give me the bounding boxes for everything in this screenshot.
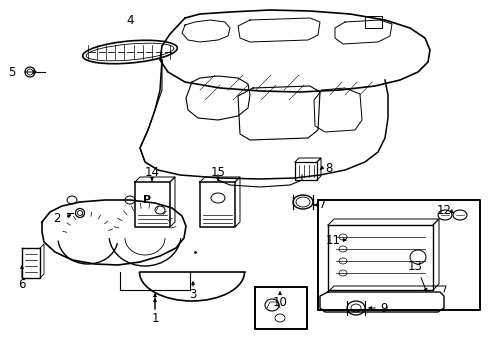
Text: 3: 3 (189, 288, 196, 302)
Text: 12: 12 (436, 203, 450, 216)
Text: 8: 8 (325, 162, 332, 175)
Text: P: P (142, 195, 151, 205)
Text: 6: 6 (18, 279, 26, 292)
Text: 4: 4 (126, 13, 134, 27)
Text: 15: 15 (210, 166, 225, 179)
Text: 10: 10 (272, 296, 287, 309)
Text: 13: 13 (407, 261, 422, 274)
Text: 9: 9 (380, 302, 387, 315)
Text: 7: 7 (319, 198, 326, 211)
Text: 11: 11 (325, 234, 340, 247)
Text: 1: 1 (151, 311, 159, 324)
Text: 5: 5 (8, 66, 16, 78)
Text: 2: 2 (53, 211, 61, 225)
Text: 14: 14 (144, 166, 159, 179)
